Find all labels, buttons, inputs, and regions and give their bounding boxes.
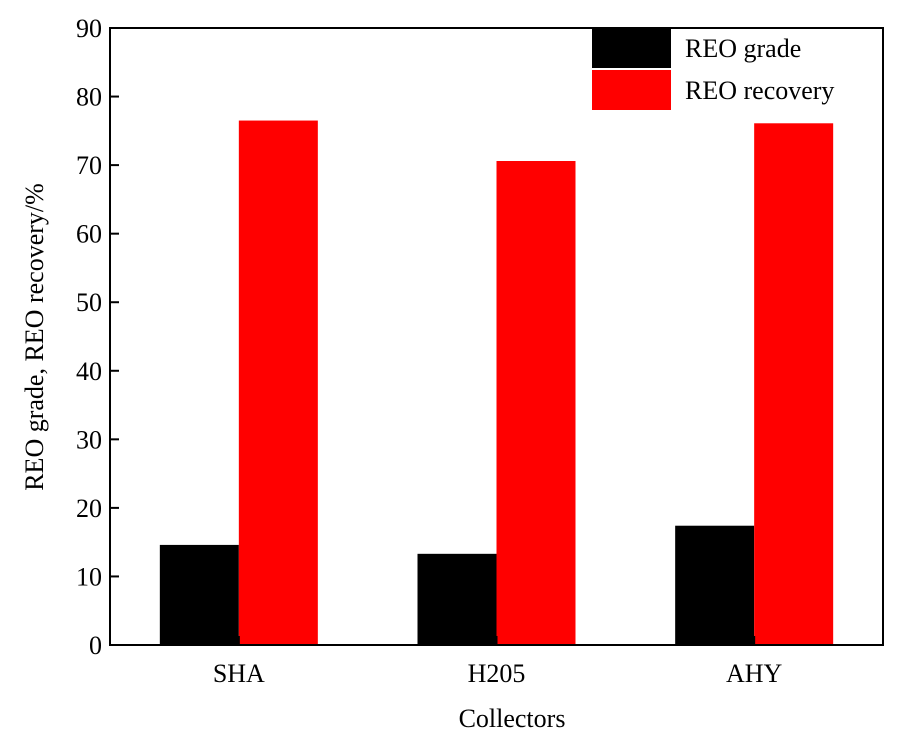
y-tick-label: 90 (76, 14, 102, 43)
legend: REO grade REO recovery (592, 28, 834, 110)
bar-h205-reo-recovery (496, 160, 576, 645)
y-tick-label: 30 (76, 425, 102, 454)
axes-group: 0 10 20 30 40 50 60 70 80 90 SHA H205 AHY (76, 14, 884, 688)
x-tick-label: H205 (468, 659, 526, 688)
bar-ahy-reo-recovery (754, 123, 834, 645)
y-tick-label: 60 (76, 220, 102, 249)
bar-sha-reo-grade (159, 544, 239, 645)
bars-group (159, 120, 834, 646)
y-tick-label: 80 (76, 83, 102, 112)
y-tick-label: 20 (76, 494, 102, 523)
bar-h205-reo-grade (417, 553, 497, 645)
y-tick-label: 50 (76, 288, 102, 317)
x-tick-label: AHY (726, 659, 783, 688)
y-axis-title: REO grade, REO recovery/% (20, 183, 49, 491)
legend-label: REO recovery (685, 76, 834, 105)
y-tick-label: 70 (76, 151, 102, 180)
y-tick-label: 0 (89, 631, 102, 660)
bar-ahy-reo-grade (675, 525, 755, 645)
y-tick-label: 10 (76, 562, 102, 591)
legend-swatch-reo-grade (592, 28, 671, 68)
y-tick-label: 40 (76, 357, 102, 386)
bar-sha-reo-recovery (238, 120, 318, 646)
x-axis-title: Collectors (459, 704, 566, 733)
x-tick-label: SHA (213, 659, 265, 688)
legend-swatch-reo-recovery (592, 70, 671, 110)
legend-label: REO grade (685, 34, 801, 63)
